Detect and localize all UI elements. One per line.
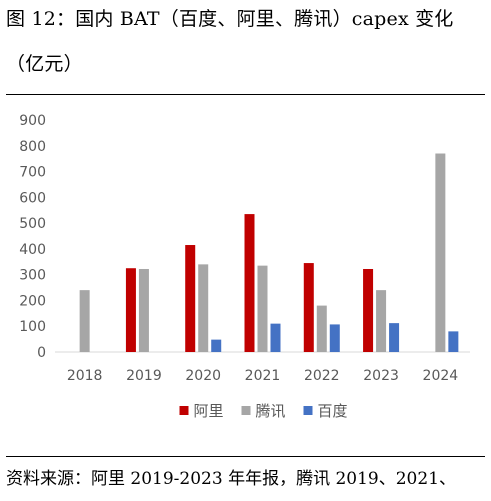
y-tick-label: 800 [19, 139, 46, 155]
y-tick-label: 500 [19, 216, 46, 232]
y-tick-label: 400 [19, 242, 46, 258]
x-tick-label: 2018 [67, 368, 103, 384]
legend-swatch-阿里 [179, 406, 189, 415]
x-tick-label: 2022 [304, 368, 340, 384]
legend-label: 腾讯 [256, 402, 286, 420]
bar-百度-2021 [270, 323, 281, 352]
legend-label: 百度 [318, 402, 348, 420]
bar-腾讯-2023 [376, 290, 387, 352]
x-tick-label: 2020 [185, 368, 221, 384]
bar-阿里-2020 [185, 245, 196, 352]
legend-swatch-百度 [303, 406, 313, 415]
bar-chart: 0 100 200 300 400 500 600 700 800 900 2018 2019 202… [19, 113, 470, 420]
bar-阿里-2019 [125, 268, 136, 352]
figure-title-line1: 图 12：国内 BAT（百度、阿里、腾讯）capex 变化 [6, 8, 454, 30]
legend-label: 阿里 [194, 402, 224, 420]
y-tick-label: 700 [19, 165, 46, 181]
bar-腾讯-2022 [316, 305, 327, 352]
bar-百度-2022 [329, 324, 340, 352]
y-tick-label: 600 [19, 190, 46, 206]
x-tick-label: 2021 [245, 368, 281, 384]
y-tick-label: 0 [37, 345, 46, 361]
y-tick-label: 100 [19, 319, 46, 335]
y-tick-label: 900 [19, 113, 46, 129]
bar-阿里-2022 [303, 263, 314, 352]
bars [79, 153, 459, 352]
bar-腾讯-2020 [198, 264, 209, 352]
figure-title: 图 12：国内 BAT（百度、阿里、腾讯）capex 变化 （亿元） [6, 4, 486, 80]
bar-阿里-2021 [244, 214, 255, 352]
legend-swatch-腾讯 [241, 406, 251, 415]
bar-腾讯-2021 [257, 265, 268, 352]
bar-腾讯-2024 [435, 153, 446, 352]
x-tick-label: 2019 [126, 368, 162, 384]
bar-阿里-2023 [363, 268, 374, 352]
bar-百度-2020 [211, 339, 222, 352]
y-axis-ticks: 0 100 200 300 400 500 600 700 800 900 [19, 113, 46, 361]
figure-title-unit: （亿元） [6, 53, 83, 75]
x-axis-ticks: 2018 2019 2020 2021 2022 2023 2024 [67, 368, 458, 384]
y-tick-label: 200 [19, 293, 46, 309]
x-tick-label: 2024 [423, 368, 459, 384]
bar-腾讯-2019 [138, 268, 149, 352]
y-tick-label: 300 [19, 268, 46, 284]
bar-百度-2024 [448, 331, 459, 352]
x-tick-label: 2023 [363, 368, 399, 384]
bar-腾讯-2018 [79, 290, 90, 352]
legend: 阿里 腾讯 百度 [179, 402, 348, 420]
top-divider [6, 94, 485, 95]
source-note: 资料来源：阿里 2019-2023 年年报，腾讯 2019、2021、 [6, 469, 457, 489]
bottom-divider [6, 456, 485, 457]
bar-百度-2023 [389, 323, 400, 352]
